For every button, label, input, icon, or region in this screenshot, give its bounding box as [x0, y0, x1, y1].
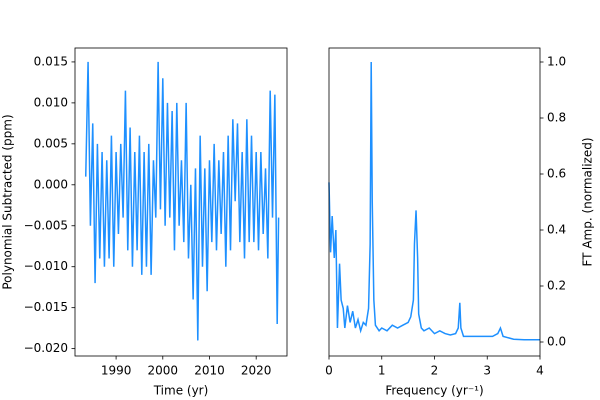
- x-axis-label: Frequency (yr⁻¹): [385, 384, 483, 398]
- x-tick-label: 1: [378, 364, 386, 378]
- x-tick-label: 2010: [194, 364, 225, 378]
- y-tick-label: 0.8: [547, 111, 566, 125]
- x-tick-label: 2: [431, 364, 439, 378]
- axes-frame: [74, 47, 288, 357]
- y-tick-label: 0.0: [547, 335, 566, 349]
- y-tick-label: 0.015: [34, 54, 68, 68]
- y-tick-label: −0.015: [24, 300, 68, 314]
- x-axis-label: Time (yr): [153, 384, 209, 398]
- x-tick-label: 0: [325, 364, 333, 378]
- y-tick-label: 1.0: [547, 55, 566, 69]
- y-tick-label: 0.6: [547, 167, 566, 181]
- x-tick-label: 2020: [241, 364, 272, 378]
- y-axis-label: FT Amp. (normalized): [581, 137, 595, 266]
- y-tick-label: 0.000: [34, 177, 68, 191]
- y-axis-label: Polynomial Subtracted (ppm): [1, 114, 15, 289]
- data-line: [84, 61, 280, 341]
- y-tick-label: −0.005: [24, 218, 68, 232]
- x-tick-label: 2000: [148, 364, 179, 378]
- y-tick-label: −0.020: [24, 341, 68, 355]
- y-tick-label: −0.010: [24, 259, 68, 273]
- y-tick-label: 0.005: [34, 136, 68, 150]
- y-tick-label: 0.4: [547, 223, 566, 237]
- data-line: [328, 61, 540, 341]
- x-tick-label: 4: [536, 364, 544, 378]
- axes-frame: [328, 47, 541, 357]
- x-tick-label: 3: [483, 364, 491, 378]
- x-tick-label: 1990: [101, 364, 132, 378]
- y-tick-label: 0.2: [547, 279, 566, 293]
- y-tick-label: 0.010: [34, 95, 68, 109]
